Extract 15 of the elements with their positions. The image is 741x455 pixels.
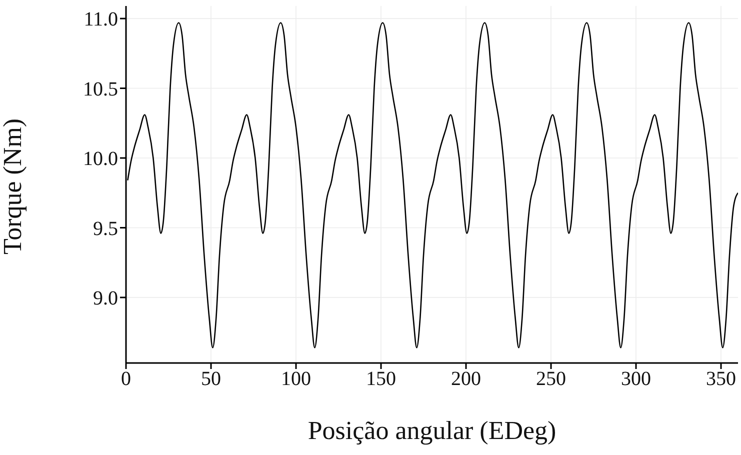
x-tick-label: 100	[281, 368, 311, 390]
y-tick-label: 10.0	[83, 148, 118, 170]
x-axis-title: Posição angular (EDeg)	[308, 416, 556, 445]
x-tick-label: 150	[366, 368, 396, 390]
y-tick-label: 9.5	[93, 218, 118, 240]
y-tick-label: 11.0	[84, 8, 118, 31]
y-tick-label: 10.5	[83, 78, 118, 100]
x-tick-label: 50	[201, 368, 221, 390]
x-tick-label: 300	[621, 368, 651, 390]
y-axis-title: Torque (Nm)	[0, 118, 28, 254]
x-tick-label: 350	[706, 368, 736, 390]
x-tick-label: 250	[536, 368, 566, 390]
x-tick-label: 0	[121, 368, 131, 390]
y-tick-label: 9.0	[93, 288, 118, 310]
x-tick-label: 200	[451, 368, 481, 390]
